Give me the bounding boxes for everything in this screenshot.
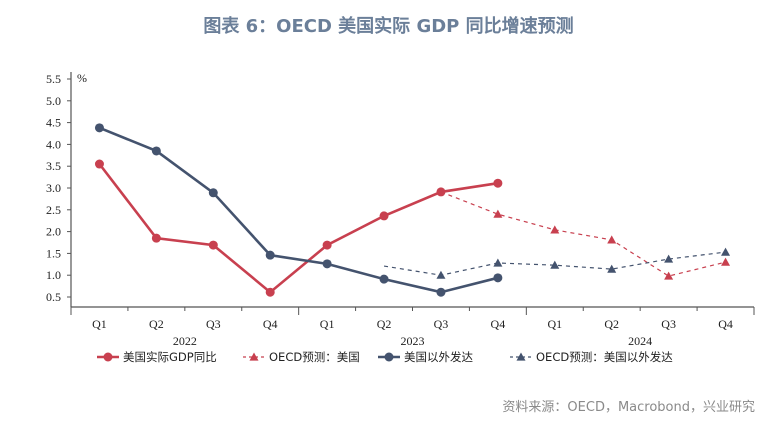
x-tick-label: Q4	[491, 317, 506, 331]
data-point	[721, 247, 731, 256]
source-note: 资料来源：OECD，Macrobond，兴业研究	[502, 400, 755, 415]
legend-item: 美国实际GDP同比	[97, 350, 217, 364]
data-point	[208, 188, 218, 198]
year-label: 2022	[173, 334, 197, 348]
data-point	[493, 209, 503, 218]
y-tick-label: 0.5	[46, 290, 61, 304]
x-tick-label: Q1	[92, 317, 107, 331]
x-tick-label: Q3	[206, 317, 221, 331]
data-point	[664, 254, 674, 263]
chart-title: 图表 6：OECD 美国实际 GDP 同比增速预测	[203, 16, 574, 37]
legend-label: OECD预测：美国	[269, 350, 360, 364]
data-point	[436, 287, 446, 297]
data-point	[151, 233, 161, 243]
x-tick-label: Q3	[661, 317, 676, 331]
year-label: 2024	[628, 334, 652, 348]
data-point	[322, 259, 332, 269]
legend-label: 美国以外发达	[404, 350, 473, 364]
y-tick-label: 2.0	[46, 225, 61, 239]
y-tick-label: 3.5	[46, 159, 61, 173]
y-tick-label: 5.0	[46, 94, 61, 108]
y-tick-label: 2.5	[46, 203, 61, 217]
legend-marker	[384, 352, 394, 362]
data-point	[265, 287, 275, 297]
y-tick-label: 3.0	[46, 181, 61, 195]
data-point	[379, 211, 389, 221]
data-point	[550, 260, 560, 269]
x-tick-label: Q3	[434, 317, 449, 331]
year-label: 2023	[401, 334, 425, 348]
legend-item: 美国以外发达	[378, 350, 473, 364]
legend-marker	[103, 352, 113, 362]
data-point	[493, 258, 503, 267]
data-point	[208, 240, 218, 250]
y-tick-label: 4.0	[46, 137, 61, 151]
y-tick-label: 4.5	[46, 116, 61, 130]
y-tick-label: 5.5	[46, 72, 61, 86]
data-point	[151, 146, 161, 156]
data-point	[493, 178, 503, 188]
data-point	[265, 250, 275, 260]
legend-label: 美国实际GDP同比	[123, 350, 217, 364]
series-line-0	[98, 163, 499, 294]
data-point	[379, 274, 389, 284]
data-point	[721, 257, 731, 266]
legend-item: OECD预测：美国	[243, 350, 360, 364]
data-point	[94, 159, 104, 169]
data-point	[493, 273, 503, 283]
data-point	[607, 235, 617, 244]
y-tick-label: 1.0	[46, 268, 61, 282]
legend-marker	[249, 352, 259, 361]
data-point	[94, 123, 104, 133]
x-tick-label: Q1	[547, 317, 562, 331]
x-tick-label: Q2	[149, 317, 164, 331]
series-line-1	[440, 191, 726, 277]
data-point	[664, 271, 674, 280]
y-tick-label: 1.5	[46, 246, 61, 260]
legend-label: OECD预测：美国以外发达	[536, 350, 673, 364]
legend-marker	[516, 352, 526, 361]
legend-item: OECD预测：美国以外发达	[510, 350, 673, 364]
data-point	[322, 240, 332, 250]
series-line-2	[98, 126, 499, 294]
x-tick-label: Q4	[263, 317, 278, 331]
x-tick-label: Q1	[320, 317, 335, 331]
unit-label: %	[77, 71, 87, 85]
data-point	[607, 264, 617, 273]
data-point	[550, 225, 560, 234]
x-tick-label: Q4	[718, 317, 733, 331]
x-tick-label: Q2	[377, 317, 392, 331]
x-tick-label: Q2	[604, 317, 619, 331]
data-point	[436, 270, 446, 279]
